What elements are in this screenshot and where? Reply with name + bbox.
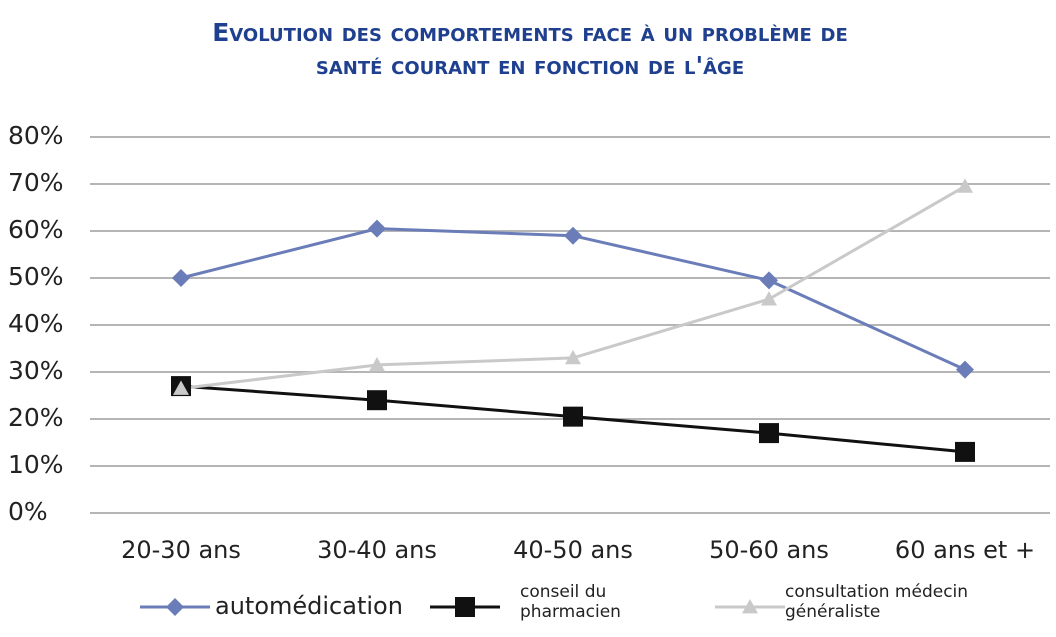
point — [172, 269, 190, 287]
y-tick-label: 10% — [8, 450, 64, 479]
point — [173, 380, 189, 395]
point — [957, 178, 973, 193]
point — [565, 349, 581, 365]
series-line — [180, 227, 966, 372]
legend-label: conseil du pharmacien — [520, 582, 621, 622]
point — [956, 360, 974, 379]
point — [563, 406, 583, 427]
x-tick-label: 20-30 ans — [121, 536, 241, 564]
point — [759, 423, 779, 444]
point — [368, 219, 386, 238]
x-tick-label: 60 ans et + — [895, 536, 1035, 564]
y-tick-label: 40% — [8, 309, 64, 338]
x-tick-label: 50-60 ans — [709, 536, 829, 564]
legend-label: automédication — [215, 592, 403, 620]
point — [564, 226, 582, 245]
point — [955, 441, 975, 462]
point — [455, 597, 475, 617]
x-tick-label: 30-40 ans — [317, 536, 437, 564]
y-tick-label: 70% — [8, 168, 64, 197]
y-tick-label: 30% — [8, 356, 64, 385]
point — [166, 598, 184, 616]
x-tick-label: 40-50 ans — [513, 536, 633, 564]
point — [760, 271, 778, 290]
point — [761, 291, 777, 306]
legend-label: consultation médecin généraliste — [785, 582, 969, 622]
y-tick-label: 80% — [8, 121, 64, 150]
point — [369, 356, 385, 372]
point — [742, 599, 758, 614]
y-tick-label: 60% — [8, 215, 64, 244]
y-tick-label: 50% — [8, 262, 64, 291]
y-tick-label: 20% — [8, 403, 64, 432]
y-tick-label: 0% — [8, 497, 48, 526]
chart-title: Evolution des comportements face à un pr… — [212, 18, 848, 80]
point — [367, 390, 387, 411]
